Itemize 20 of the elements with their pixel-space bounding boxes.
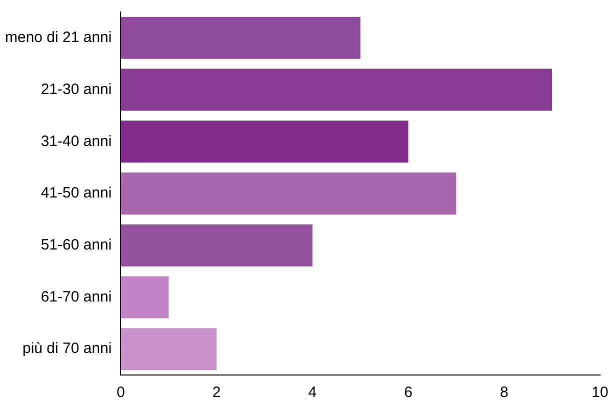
bar — [120, 276, 169, 318]
y-tick-label: 61-70 anni — [40, 288, 112, 306]
bar — [120, 224, 312, 266]
y-tick-label: 41-50 anni — [40, 184, 112, 202]
x-tick-label: 6 — [404, 384, 412, 402]
x-tick-label: 10 — [592, 384, 608, 402]
y-tick-label: meno di 21 anni — [4, 29, 112, 46]
y-tick-label: 51-60 anni — [40, 236, 112, 254]
bar — [120, 120, 408, 163]
bar — [120, 16, 360, 59]
y-tick-label: più di 70 anni — [22, 340, 112, 358]
x-tick-label: 2 — [212, 384, 221, 402]
x-tick-label: 4 — [308, 384, 317, 402]
bar — [120, 172, 456, 214]
y-tick-label: 21-30 anni — [40, 80, 112, 98]
y-tick-label: 31-40 anni — [40, 132, 112, 150]
x-tick-label: 8 — [500, 384, 508, 402]
bar — [120, 328, 217, 370]
bar — [120, 68, 552, 111]
x-tick-label: 0 — [116, 384, 125, 402]
